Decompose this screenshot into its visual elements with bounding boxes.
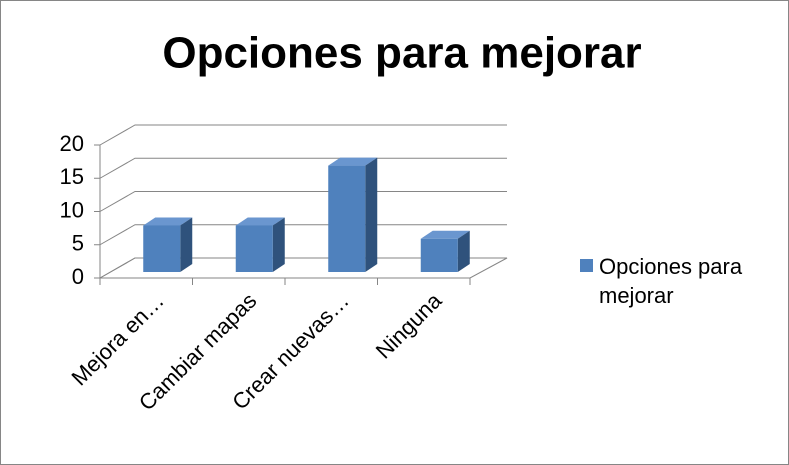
y-tick-label: 10 — [60, 197, 84, 222]
bar-side — [180, 217, 193, 272]
grid-line — [99, 191, 507, 212]
bar — [235, 217, 285, 272]
bar-side — [457, 230, 470, 272]
y-tick-label: 0 — [72, 264, 84, 289]
bar-front — [143, 225, 181, 272]
bar-top — [143, 217, 193, 226]
legend-label: Opciones para mejorar — [599, 254, 743, 308]
legend-swatch — [580, 259, 593, 272]
bar-top — [235, 217, 285, 226]
bar — [328, 157, 378, 272]
y-tick-label: 15 — [60, 164, 84, 189]
grid-line — [99, 257, 507, 279]
bar — [143, 217, 193, 272]
bar-front — [420, 238, 458, 272]
bar-front — [328, 165, 366, 272]
bar-top — [420, 230, 470, 239]
bar-side — [365, 157, 378, 272]
y-tick-label: 5 — [72, 231, 84, 256]
grid-line — [99, 157, 507, 179]
chart-title: Opciones para mejorar — [162, 29, 641, 78]
grid-line — [99, 224, 507, 246]
y-tick-label: 20 — [60, 131, 84, 156]
bar-top — [328, 157, 378, 166]
bar-front — [235, 225, 273, 272]
bar-side — [272, 217, 285, 272]
grid-line — [99, 124, 507, 146]
bar — [420, 230, 470, 272]
